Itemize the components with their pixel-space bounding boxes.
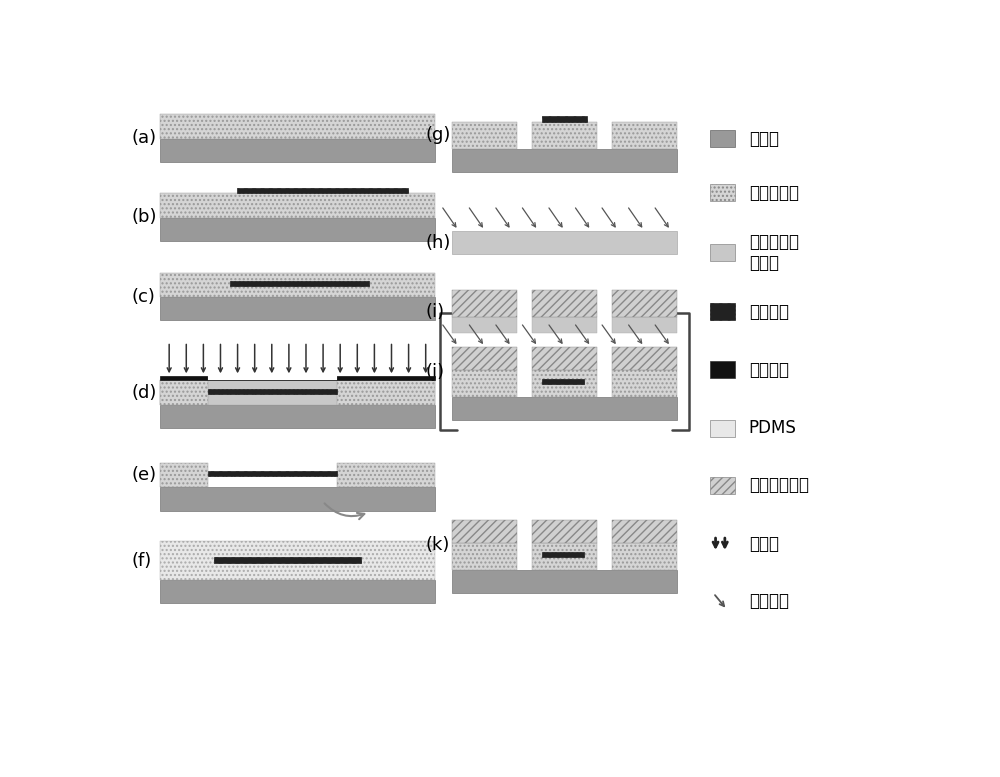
Text: 光学透明胶膜: 光学透明胶膜	[749, 476, 809, 494]
Text: (j): (j)	[426, 364, 445, 382]
Bar	[542, 379, 584, 385]
Text: (c): (c)	[131, 287, 155, 305]
Bar	[532, 290, 597, 316]
Text: (i): (i)	[426, 302, 445, 321]
Text: PDMS: PDMS	[749, 419, 797, 437]
Bar	[710, 361, 735, 378]
Bar	[452, 122, 517, 148]
Text: (f): (f)	[131, 552, 151, 570]
Bar	[612, 371, 677, 397]
Bar	[208, 471, 337, 476]
Bar	[337, 381, 435, 405]
Bar	[160, 405, 435, 428]
Bar	[532, 543, 597, 570]
Bar	[532, 122, 597, 148]
Text: 照片遮罩: 照片遮罩	[749, 361, 789, 378]
Bar	[160, 298, 435, 320]
Bar	[532, 347, 597, 371]
Text: 紫外线曝光
光刻胶: 紫外线曝光 光刻胶	[749, 233, 799, 272]
Bar	[160, 542, 435, 580]
Bar	[532, 316, 597, 333]
Bar	[237, 188, 408, 193]
Bar	[452, 148, 677, 172]
Bar	[542, 117, 587, 122]
Bar	[532, 371, 597, 397]
Text: (a): (a)	[131, 129, 156, 147]
Text: (g): (g)	[426, 126, 451, 145]
Bar	[710, 304, 735, 320]
Bar	[452, 347, 517, 371]
Bar	[452, 520, 517, 543]
Text: (h): (h)	[426, 234, 451, 252]
Bar	[452, 290, 517, 316]
Bar	[337, 463, 435, 487]
Bar	[542, 552, 584, 557]
Bar	[160, 138, 435, 162]
Bar	[612, 122, 677, 148]
Bar	[612, 543, 677, 570]
Bar	[532, 520, 597, 543]
Bar	[160, 273, 435, 298]
Text: 紫外光: 紫外光	[749, 535, 779, 552]
Bar	[160, 580, 435, 603]
Bar	[160, 463, 208, 487]
Text: 玻璃面: 玻璃面	[749, 130, 779, 148]
Bar	[452, 316, 517, 333]
Bar	[230, 280, 369, 286]
Bar	[452, 543, 517, 570]
Text: 碳纳米管: 碳纳米管	[749, 303, 789, 321]
Text: 正性光刻胶: 正性光刻胶	[749, 183, 799, 201]
Bar	[160, 114, 435, 138]
Bar	[160, 381, 208, 405]
Bar	[214, 557, 361, 563]
Text: (k): (k)	[426, 536, 450, 554]
Bar	[160, 381, 435, 405]
Bar	[160, 487, 435, 510]
Bar	[452, 231, 677, 254]
Bar	[160, 376, 435, 381]
Text: (e): (e)	[131, 466, 156, 484]
Bar	[208, 388, 337, 394]
Bar	[452, 397, 677, 420]
Text: 等离子体: 等离子体	[749, 592, 789, 611]
Bar	[612, 290, 677, 316]
Bar	[612, 347, 677, 371]
Bar	[160, 218, 435, 241]
Bar	[160, 193, 435, 218]
Bar	[710, 477, 735, 493]
Bar	[452, 371, 517, 397]
Bar	[208, 376, 337, 381]
Bar	[452, 570, 677, 593]
Bar	[710, 420, 735, 437]
Bar	[710, 184, 735, 201]
Bar	[710, 244, 735, 261]
Bar	[612, 316, 677, 333]
Bar	[612, 520, 677, 543]
Bar	[710, 131, 735, 147]
Text: (b): (b)	[131, 208, 157, 226]
Text: (d): (d)	[131, 384, 157, 402]
